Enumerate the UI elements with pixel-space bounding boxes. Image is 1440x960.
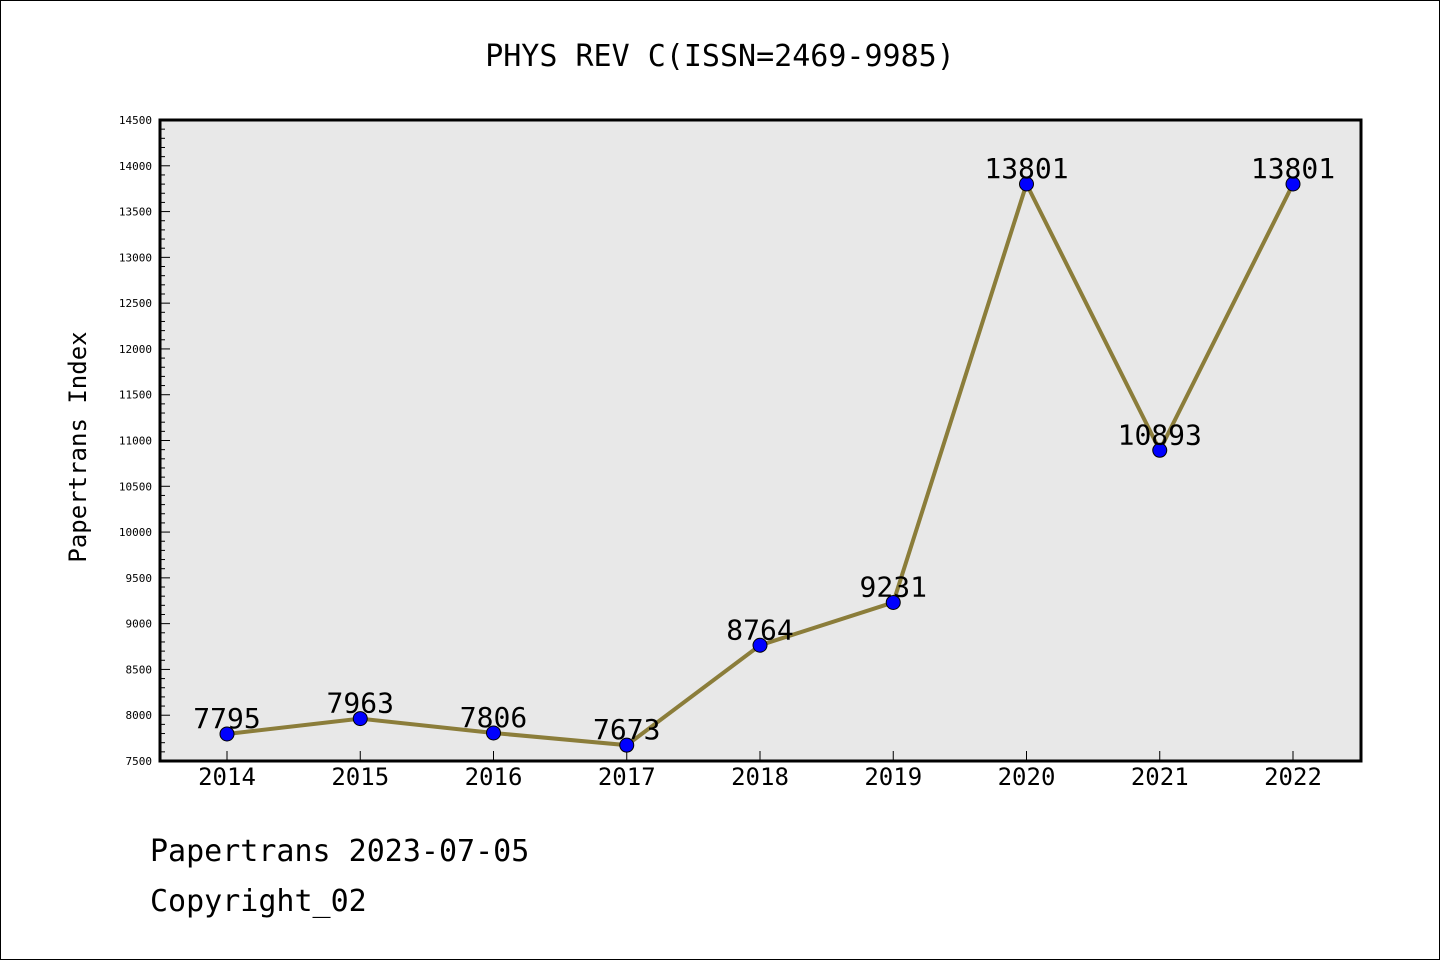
- data-point: [219, 726, 235, 742]
- data-point: [1152, 442, 1168, 458]
- y-tick-label: 14000: [119, 160, 152, 173]
- data-label: 13801: [1251, 152, 1335, 185]
- data-point: [619, 737, 635, 753]
- y-tick-label: 11000: [119, 435, 152, 448]
- y-tick-label: 14500: [119, 114, 152, 127]
- data-label: 7963: [327, 687, 394, 720]
- data-label: 7806: [460, 701, 527, 734]
- data-label: 8764: [726, 613, 793, 646]
- y-tick-label: 9000: [126, 618, 153, 631]
- y-tick-label: 8500: [126, 663, 153, 676]
- y-tick-label: 8000: [126, 709, 153, 722]
- plot-border: [158, 118, 1363, 763]
- y-tick-label: 12500: [119, 297, 152, 310]
- data-label: 7673: [593, 713, 660, 746]
- y-tick-label: 10500: [119, 480, 152, 493]
- y-axis-label: Papertrans Index: [64, 331, 92, 562]
- data-point: [752, 637, 768, 653]
- footer-copyright: Copyright_02: [150, 884, 367, 919]
- y-tick-label: 13500: [119, 206, 152, 219]
- y-tick-label: 10000: [119, 526, 152, 539]
- data-label: 10893: [1118, 418, 1202, 451]
- y-tick-label: 11500: [119, 389, 152, 402]
- y-tick-label: 7500: [126, 755, 153, 768]
- data-label: 7795: [193, 702, 260, 735]
- data-point: [885, 594, 901, 610]
- plot-area: [160, 120, 1361, 761]
- x-tick-label: 2016: [465, 763, 523, 791]
- data-label: 13801: [984, 152, 1068, 185]
- footer-date: Papertrans 2023-07-05: [150, 834, 530, 869]
- series-markers: [219, 176, 1301, 753]
- y-tick-label: 13000: [119, 251, 152, 264]
- y-axis: 7500 8000 8500 9000 9500 10000 10500 11000 11500…: [119, 114, 170, 768]
- x-tick-label: 2017: [598, 763, 656, 791]
- chart-title: PHYS REV C(ISSN=2469-9985): [485, 39, 955, 74]
- x-tick-label: 2020: [998, 763, 1056, 791]
- data-point: [352, 711, 368, 727]
- x-axis: 2014 2015 2016 2017 2018 2019 2020 2021 2022: [198, 751, 1322, 791]
- data-labels: 7795 7963 7806 7673 8764 9231 13801 10893 13801: [193, 152, 1335, 746]
- y-tick-label: 12000: [119, 343, 152, 356]
- x-tick-label: 2022: [1264, 763, 1322, 791]
- x-tick-label: 2018: [731, 763, 789, 791]
- y-tick-label: 9500: [126, 572, 153, 585]
- data-point: [1285, 176, 1301, 192]
- x-tick-label: 2014: [198, 763, 256, 791]
- data-point: [486, 725, 501, 741]
- x-tick-label: 2019: [864, 763, 922, 791]
- x-tick-label: 2021: [1131, 763, 1189, 791]
- data-label: 9231: [860, 570, 927, 603]
- data-point: [1019, 176, 1034, 192]
- x-tick-label: 2015: [331, 763, 389, 791]
